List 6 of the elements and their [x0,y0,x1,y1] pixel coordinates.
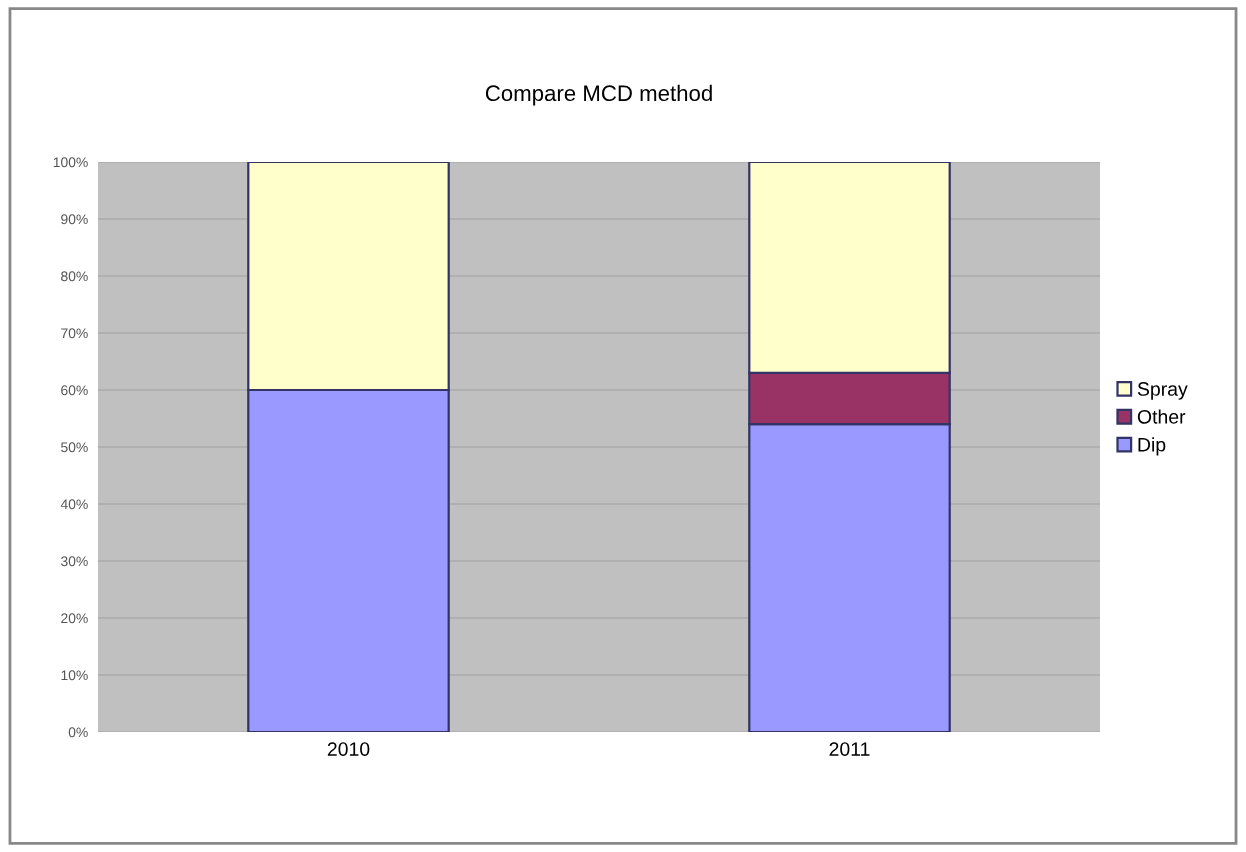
legend-label: Spray [1137,382,1188,400]
chart-title: Compare MCD method [485,84,712,106]
legend-label: Other [1137,409,1186,424]
legend-label: Dip [1138,437,1166,456]
x-tick-label: 2011 [829,742,870,756]
x-tick-label: 2010 [327,742,370,756]
